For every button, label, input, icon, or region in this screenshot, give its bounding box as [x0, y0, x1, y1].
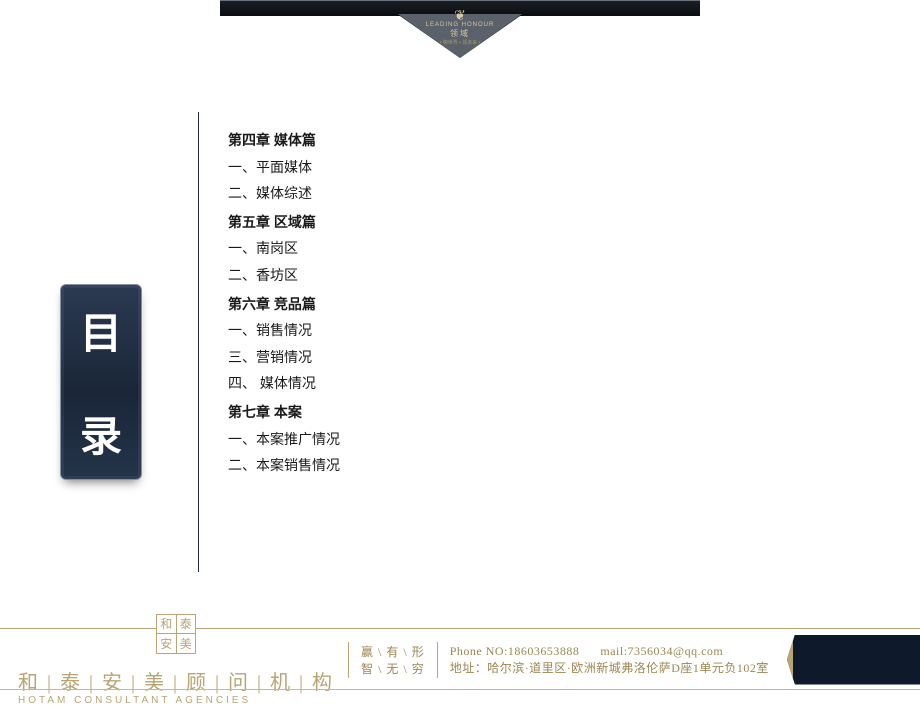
toc-item: 三、营销情况 — [228, 344, 688, 371]
brand-text: 和 | 泰 | 安 | 美 | 顾 | 问 | 机 | 构 HOTAM CONS… — [18, 666, 334, 706]
phone-label: Phone NO:18603653888 — [450, 644, 580, 658]
brand-en: HOTAM CONSULTANT AGENCIES — [18, 695, 334, 706]
seal-char: 安 — [157, 634, 176, 653]
vertical-divider — [198, 112, 199, 572]
toc-item: 二、本案销售情况 — [228, 452, 688, 479]
footer-motto: 赢 \ 有 \ 形 智 \ 无 \ 穷 — [349, 643, 437, 677]
toc-item: 一、平面媒体 — [228, 154, 688, 181]
toc-chapter: 第四章 媒体篇 — [228, 127, 688, 154]
mail-label: mail:7356034@qq.com — [600, 644, 723, 658]
toc-title-char-2: 录 — [80, 403, 122, 464]
banner-brand-cn: 领域 — [426, 28, 495, 39]
toc-chapter: 第七章 本案 — [228, 399, 688, 426]
footer-contact: Phone NO:18603653888 mail:7356034@qq.com… — [438, 644, 781, 676]
brand-cn: 和 | 泰 | 安 | 美 | 顾 | 问 | 机 | 构 — [18, 666, 334, 695]
footer-brand: 和 泰 安 美 和 | 泰 | 安 | 美 | 顾 | 问 | 机 | 构 HO… — [0, 614, 348, 706]
fleur-icon: ❦ — [426, 8, 495, 22]
toc-chapter: 第五章 区域篇 — [228, 209, 688, 236]
banner-logo: ❦ LEADING HONOUR 领域 • 御世界 • 领未来 • — [426, 8, 495, 46]
top-banner: ❦ LEADING HONOUR 领域 • 御世界 • 领未来 • — [220, 0, 700, 80]
toc-item: 一、销售情况 — [228, 317, 688, 344]
banner-brand-sub: • 御世界 • 领未来 • — [426, 39, 495, 46]
toc-item: 二、香坊区 — [228, 262, 688, 289]
seal-char: 泰 — [177, 615, 196, 634]
footer: 和 泰 安 美 和 | 泰 | 安 | 美 | 顾 | 问 | 机 | 构 HO… — [0, 628, 920, 690]
toc-item: 一、本案推广情况 — [228, 426, 688, 453]
toc-item: 四、 媒体情况 — [228, 370, 688, 397]
toc-item: 一、南岗区 — [228, 235, 688, 262]
toc-chapter: 第六章 竞品篇 — [228, 291, 688, 318]
seal-char: 美 — [177, 634, 196, 653]
toc-title-char-1: 目 — [80, 300, 122, 361]
toc-item: 二、媒体综述 — [228, 180, 688, 207]
table-of-contents: 第四章 媒体篇一、平面媒体二、媒体综述第五章 区域篇一、南岗区二、香坊区第六章 … — [228, 125, 688, 479]
footer-tail-decor — [787, 635, 920, 685]
brand-seal-icon: 和 泰 安 美 — [156, 614, 196, 654]
motto-line-1: 赢 \ 有 \ 形 — [361, 643, 425, 660]
toc-title-box: 目 录 — [60, 284, 142, 480]
seal-char: 和 — [157, 615, 176, 634]
motto-line-2: 智 \ 无 \ 穷 — [361, 660, 425, 677]
address-label: 地址：哈尔滨·道里区·欧洲新城弗洛伦萨D座1单元负102室 — [450, 659, 769, 676]
